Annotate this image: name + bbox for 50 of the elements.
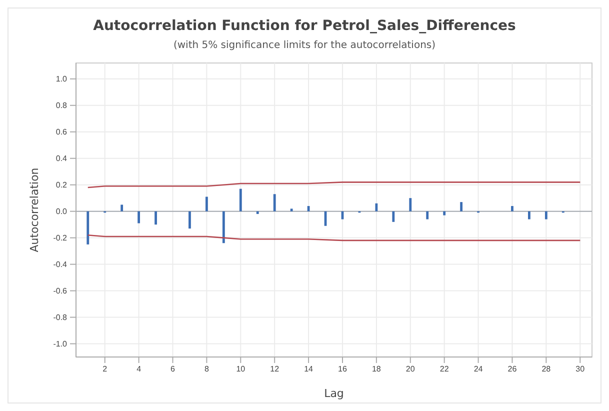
x-tick-label: 18 [372, 364, 382, 374]
x-tick-label: 10 [236, 364, 246, 374]
x-tick-label: 8 [204, 364, 210, 374]
y-tick-label: 0.0 [56, 206, 68, 216]
bar [256, 211, 259, 214]
y-tick-label: -0.6 [53, 286, 68, 296]
x-tick-label: 2 [102, 364, 108, 374]
bar [239, 188, 242, 212]
bar [528, 211, 530, 220]
bar [273, 194, 276, 212]
x-tick-label: 26 [508, 364, 518, 374]
bar [409, 198, 412, 212]
y-tick-label: 1.0 [56, 74, 68, 84]
y-tick-label: 0.4 [56, 154, 68, 163]
x-tick-label: 30 [576, 364, 586, 374]
bar [222, 211, 225, 244]
y-tick-label: 0.6 [56, 127, 68, 136]
y-axis-title: Autocorrelation [28, 168, 41, 252]
x-tick-label: 28 [542, 364, 552, 374]
bar [154, 211, 157, 225]
bar [120, 204, 124, 212]
bar [86, 211, 90, 244]
bar [460, 202, 463, 212]
bar [392, 211, 395, 222]
bar [375, 203, 378, 212]
y-tick-label: -0.2 [53, 233, 68, 242]
y-tick-label: 0.8 [56, 100, 68, 110]
x-tick-label: 4 [136, 364, 142, 374]
bar [426, 211, 429, 220]
bar [511, 206, 514, 212]
x-tick-label: 6 [170, 364, 176, 374]
chart-title: Autocorrelation Function for Petrol_Sales_Differences [93, 18, 516, 34]
y-tick-label: -0.8 [53, 312, 68, 322]
y-tick-label: -0.4 [53, 260, 68, 269]
chart-subtitle: (with 5% significance limits for the autocorrelations) [173, 40, 436, 51]
y-tick-label: -1.0 [53, 339, 68, 348]
x-axis-title: Lag [324, 387, 344, 400]
x-tick-label: 24 [474, 364, 484, 374]
bar [443, 211, 446, 216]
bar [205, 196, 208, 212]
x-tick-label: 16 [338, 364, 348, 374]
x-tick-label: 20 [406, 364, 416, 374]
bar [138, 211, 140, 224]
x-tick-label: 14 [304, 364, 314, 374]
bar [188, 211, 191, 229]
bar [290, 208, 293, 212]
x-tick-label: 22 [440, 364, 450, 374]
bar [544, 211, 548, 220]
y-tick-label: 0.2 [56, 180, 68, 190]
x-tick-label: 12 [270, 364, 280, 374]
